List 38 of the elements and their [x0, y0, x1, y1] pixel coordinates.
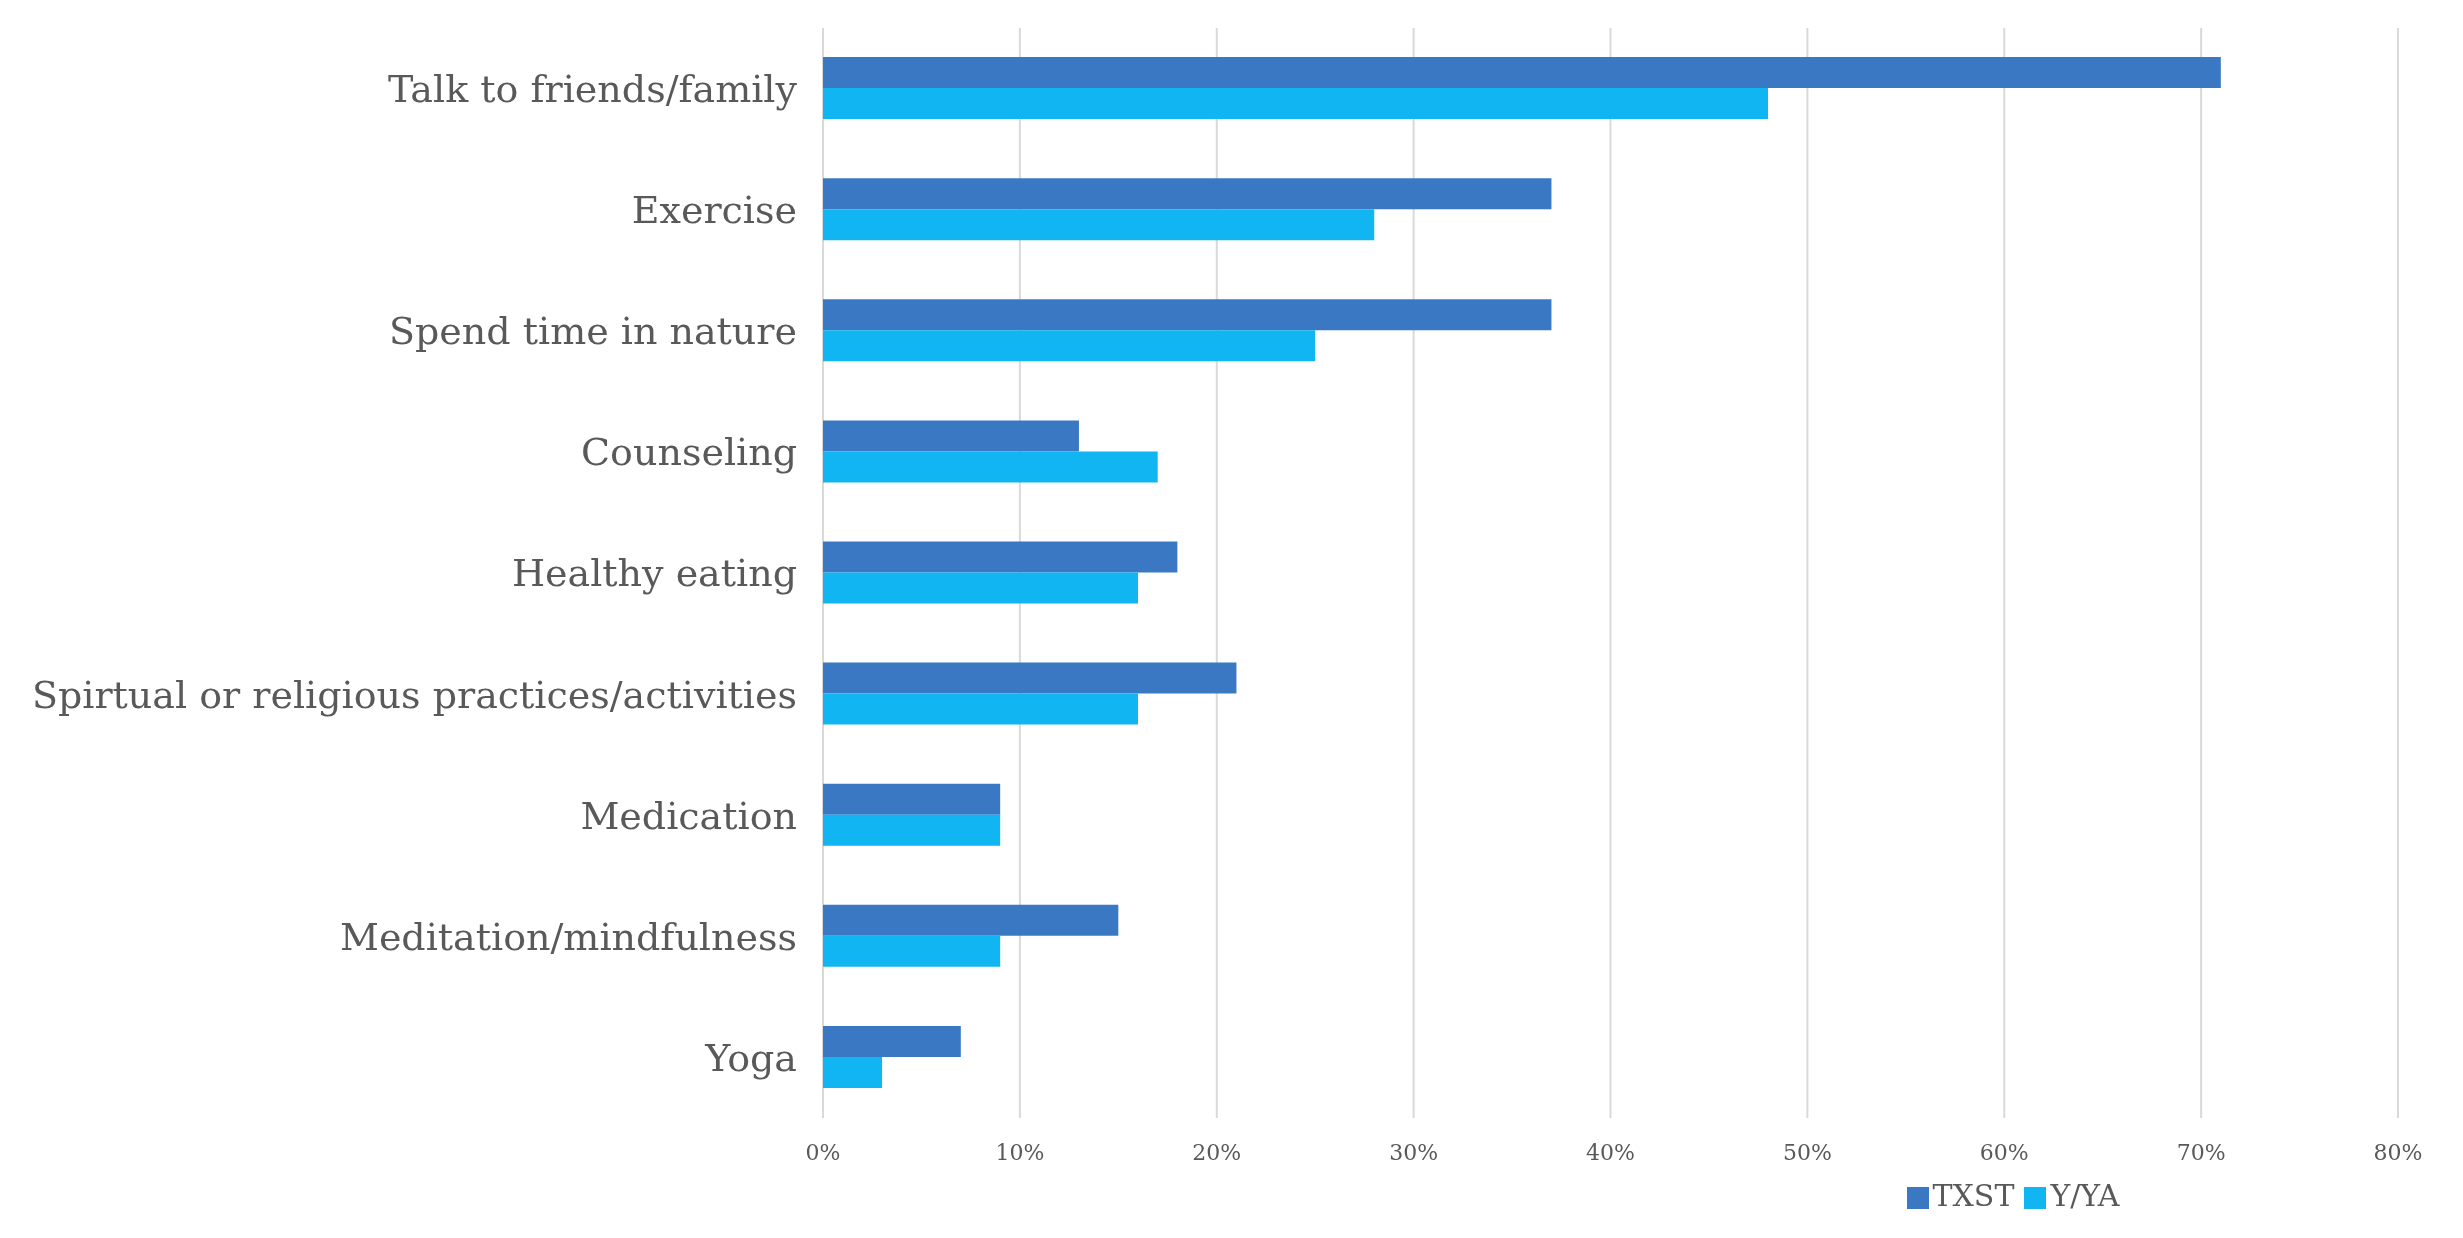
x-tick-label: 30% [1389, 1139, 1439, 1165]
bar [823, 662, 1237, 694]
y-tick-label: Medication [580, 793, 797, 838]
bar [823, 330, 1316, 362]
legend-label: TXST [1932, 1178, 2015, 1213]
bar [823, 572, 1138, 604]
legend-label: Y/YA [2050, 1178, 2120, 1213]
bar [823, 783, 1001, 815]
bar [823, 693, 1138, 725]
x-tick-label: 20% [1192, 1139, 1242, 1165]
y-tick-label: Healthy eating [511, 551, 797, 596]
y-tick-label: Counseling [581, 430, 797, 475]
bar [823, 451, 1158, 483]
y-tick-label: Spirtual or religious practices/activities [31, 672, 797, 717]
y-tick-label: Spend time in nature [389, 309, 797, 354]
y-tick-label: Yoga [704, 1035, 797, 1080]
x-tick-label: 40% [1586, 1139, 1635, 1165]
bar [823, 814, 1001, 846]
y-tick-label: Exercise [631, 188, 797, 233]
x-tick-label: 60% [1979, 1139, 2029, 1165]
bar [823, 1056, 883, 1088]
bar [823, 904, 1119, 936]
x-tick-label: 50% [1782, 1139, 1832, 1165]
x-tick-label: 70% [2176, 1139, 2226, 1165]
x-tick-label: 80% [2373, 1139, 2423, 1165]
bar [823, 1025, 961, 1057]
y-tick-label: Talk to friends/family [387, 67, 798, 112]
bar [823, 57, 2221, 89]
bar [823, 420, 1079, 452]
bar [823, 299, 1552, 331]
x-tick-label: 0% [805, 1139, 841, 1165]
bar [823, 209, 1375, 241]
y-tick-label: Meditation/mindfulness [339, 914, 797, 959]
bar [823, 541, 1178, 573]
bar [823, 178, 1552, 210]
bar [823, 935, 1001, 967]
x-tick-label: 10% [995, 1139, 1045, 1165]
bar [823, 88, 1768, 120]
